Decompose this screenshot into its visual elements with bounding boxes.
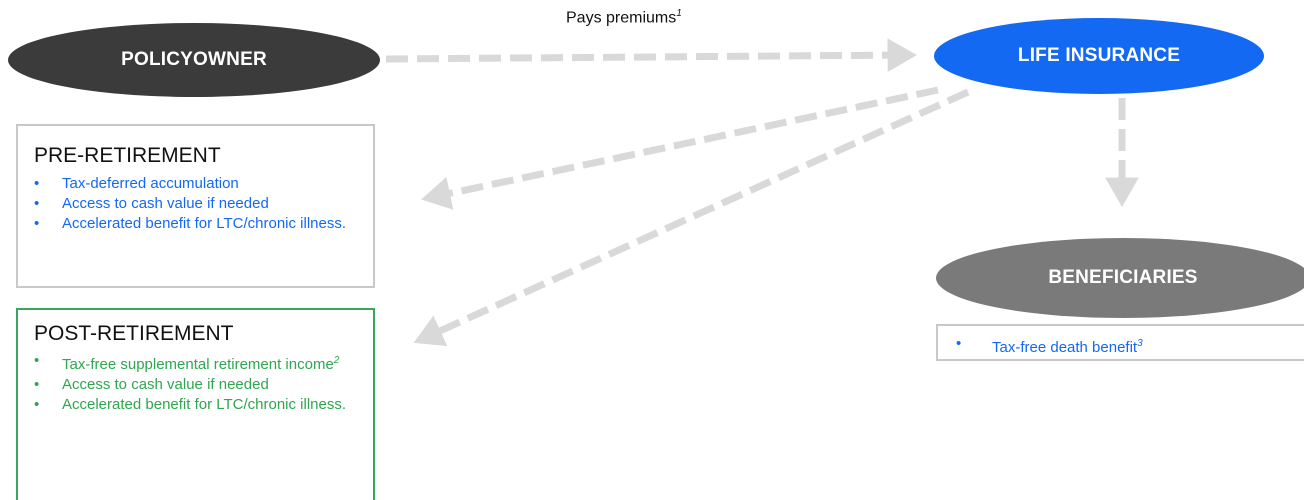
list-item-text: Access to cash value if needed [62,376,269,393]
bullet-icon: • [34,195,40,212]
life-insurance-node: LIFE INSURANCE [934,18,1264,94]
list-item: • Tax-deferred accumulation [34,174,364,194]
pre-retirement-arrow [421,86,939,210]
post-retirement-list: • Tax-free supplemental retirement income… [34,351,364,415]
post-retirement-title: POST-RETIREMENT [34,322,234,345]
pre-retirement-box: PRE-RETIREMENT • Tax-deferred accumulatio… [16,124,375,288]
premium-arrow [385,38,917,72]
list-item: • Accelerated benefit for LTC/chronic ill… [34,395,364,415]
list-item: • Tax-free supplemental retirement income… [34,351,364,375]
beneficiaries-label: BENEFICIARIES [1048,267,1198,288]
footnote-marker: 3 [1137,338,1143,349]
list-item-text: Accelerated benefit for LTC/chronic illn… [62,396,347,413]
pre-retirement-title: PRE-RETIREMENT [34,144,221,167]
list-item: • Tax-free death benefit3 [956,334,1296,358]
list-item-text: Access to cash value if needed [62,195,269,212]
bullet-icon: • [34,376,40,393]
list-item-text: Tax-deferred accumulation [62,175,239,192]
bullet-icon: • [34,215,40,232]
pre-retirement-list: • Tax-deferred accumulation • Access to ca… [34,174,364,234]
bullet-icon: • [956,335,962,352]
post-retirement-box: POST-RETIREMENT • Tax-free supplemental r… [16,308,375,500]
list-item: • Accelerated benefit for LTC/chronic ill… [34,214,364,234]
footnote-marker: 2 [333,355,340,366]
list-item-text: Tax-free death benefit [992,339,1138,356]
list-item-text: Tax-free supplemental retirement income [62,356,334,373]
premiums-footnote: 1 [676,8,682,19]
premiums-edge-label: Pays premiums1 [566,8,682,27]
bullet-icon: • [34,352,40,369]
list-item-text: Accelerated benefit for LTC/chronic illn… [62,215,347,232]
beneficiaries-box: • Tax-free death benefit3 [936,324,1304,361]
bullet-icon: • [34,175,40,192]
list-item: • Access to cash value if needed [34,375,364,395]
beneficiaries-node: BENEFICIARIES [936,238,1304,318]
policyowner-node: POLICYOWNER [8,23,380,97]
policyowner-label: POLICYOWNER [121,49,267,70]
life-insurance-label: LIFE INSURANCE [1017,45,1181,66]
bullet-icon: • [34,396,40,413]
post-retirement-arrow [413,88,970,347]
premiums-label-text: Pays premiums [566,9,677,27]
beneficiaries-list: • Tax-free death benefit3 [956,334,1296,358]
list-item: • Access to cash value if needed [34,194,364,214]
